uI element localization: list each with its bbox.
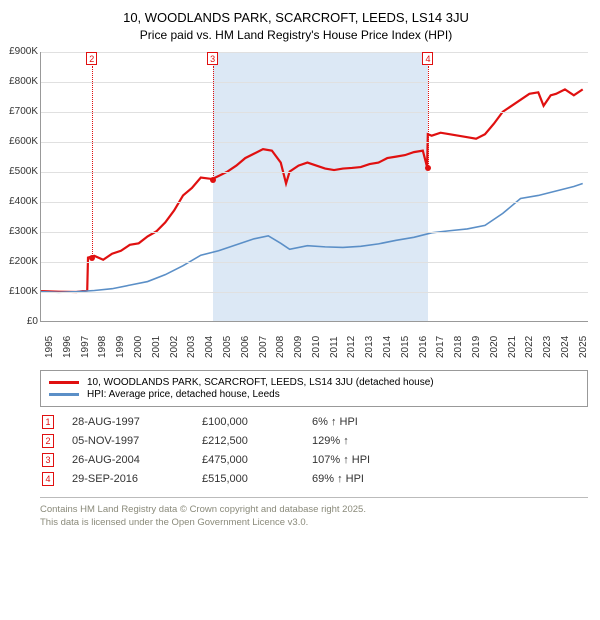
y-tick-label: £200K [2, 256, 38, 267]
events-table: 1 28-AUG-1997£100,0006% ↑ HPI 2 05-NOV-1997… [40, 415, 588, 498]
gridline [41, 142, 588, 143]
legend-item: HPI: Average price, detached house, Leed… [49, 389, 579, 400]
event-row: 2 05-NOV-1997£212,500129% ↑ [40, 434, 588, 448]
x-tick-label: 2006 [240, 328, 251, 358]
x-tick-label: 2001 [151, 328, 162, 358]
event-id-box: 4 [42, 472, 54, 486]
gridline [41, 202, 588, 203]
y-tick-label: £300K [2, 226, 38, 237]
event-date: 28-AUG-1997 [72, 416, 202, 428]
event-price: £475,000 [202, 454, 312, 466]
chart: £0 £100K £200K £300K £400K £500K £600K £700K £80… [2, 52, 592, 362]
legend: 10, WOODLANDS PARK, SCARCROFT, LEEDS, LS… [40, 370, 588, 407]
gridline [41, 52, 588, 53]
x-tick-label: 2000 [133, 328, 144, 358]
x-tick-label: 2012 [346, 328, 357, 358]
x-tick-label: 2011 [329, 328, 340, 358]
x-tick-label: 2014 [382, 328, 393, 358]
marker-dot [89, 255, 95, 261]
marker-box: 2 [86, 52, 97, 65]
x-tick-label: 2024 [560, 328, 571, 358]
event-pct: 107% ↑ HPI [312, 454, 402, 466]
legend-label: HPI: Average price, detached house, Leed… [87, 389, 280, 400]
x-tick-label: 2005 [222, 328, 233, 358]
event-pct: 6% ↑ HPI [312, 416, 402, 428]
x-tick-label: 2009 [293, 328, 304, 358]
x-tick-label: 2021 [507, 328, 518, 358]
marker-dot [210, 177, 216, 183]
x-tick-label: 2004 [204, 328, 215, 358]
event-row: 4 29-SEP-2016£515,00069% ↑ HPI [40, 472, 588, 486]
x-tick-label: 2017 [435, 328, 446, 358]
legend-swatch [49, 381, 79, 384]
x-tick-label: 1996 [62, 328, 73, 358]
x-tick-label: 2010 [311, 328, 322, 358]
series-hpi [41, 184, 583, 293]
event-date: 05-NOV-1997 [72, 435, 202, 447]
marker-box: 3 [207, 52, 218, 65]
gridline [41, 82, 588, 83]
footer-line1: Contains HM Land Registry data © Crown c… [40, 504, 590, 517]
y-tick-label: £100K [2, 286, 38, 297]
x-tick-label: 2025 [578, 328, 589, 358]
marker-box: 4 [422, 52, 433, 65]
footer-line2: This data is licensed under the Open Gov… [40, 517, 590, 530]
event-id-box: 3 [42, 453, 54, 467]
plot-area: 2 3 4 [40, 52, 588, 322]
x-tick-label: 2007 [258, 328, 269, 358]
event-id-box: 1 [42, 415, 54, 429]
event-price: £100,000 [202, 416, 312, 428]
legend-item: 10, WOODLANDS PARK, SCARCROFT, LEEDS, LS… [49, 377, 579, 388]
footer-attribution: Contains HM Land Registry data © Crown c… [40, 504, 590, 530]
y-tick-label: £0 [2, 316, 38, 327]
gridline [41, 232, 588, 233]
event-row: 3 26-AUG-2004£475,000107% ↑ HPI [40, 453, 588, 467]
x-tick-label: 2018 [453, 328, 464, 358]
gridline [41, 262, 588, 263]
x-tick-label: 2020 [489, 328, 500, 358]
chart-title-line2: Price paid vs. HM Land Registry's House … [2, 28, 590, 42]
chart-lines [41, 52, 588, 321]
x-tick-label: 2015 [400, 328, 411, 358]
x-tick-label: 1997 [80, 328, 91, 358]
event-date: 26-AUG-2004 [72, 454, 202, 466]
event-pct: 129% ↑ [312, 435, 402, 447]
gridline [41, 172, 588, 173]
marker-line [428, 66, 429, 168]
event-pct: 69% ↑ HPI [312, 473, 402, 485]
x-tick-label: 2016 [418, 328, 429, 358]
y-tick-label: £600K [2, 136, 38, 147]
marker-line [92, 66, 93, 258]
x-tick-label: 2008 [275, 328, 286, 358]
x-tick-label: 1999 [115, 328, 126, 358]
x-tick-label: 2022 [524, 328, 535, 358]
event-date: 29-SEP-2016 [72, 473, 202, 485]
y-tick-label: £500K [2, 166, 38, 177]
marker-dot [425, 165, 431, 171]
y-tick-label: £700K [2, 106, 38, 117]
x-tick-label: 1995 [44, 328, 55, 358]
y-tick-label: £800K [2, 76, 38, 87]
gridline [41, 292, 588, 293]
x-tick-label: 2003 [186, 328, 197, 358]
event-id-box: 2 [42, 434, 54, 448]
x-tick-label: 2023 [542, 328, 553, 358]
marker-line [213, 66, 214, 180]
x-tick-label: 2002 [169, 328, 180, 358]
event-row: 1 28-AUG-1997£100,0006% ↑ HPI [40, 415, 588, 429]
event-price: £515,000 [202, 473, 312, 485]
x-tick-label: 2013 [364, 328, 375, 358]
gridline [41, 112, 588, 113]
chart-title-line1: 10, WOODLANDS PARK, SCARCROFT, LEEDS, LS… [2, 10, 590, 25]
x-tick-label: 1998 [97, 328, 108, 358]
legend-swatch [49, 393, 79, 396]
legend-label: 10, WOODLANDS PARK, SCARCROFT, LEEDS, LS… [87, 377, 434, 388]
event-price: £212,500 [202, 435, 312, 447]
y-tick-label: £900K [2, 46, 38, 57]
x-tick-label: 2019 [471, 328, 482, 358]
y-tick-label: £400K [2, 196, 38, 207]
